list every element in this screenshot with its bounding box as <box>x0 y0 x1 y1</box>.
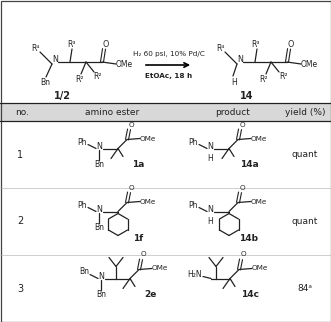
Text: Bn: Bn <box>96 290 106 299</box>
Text: R²: R² <box>75 74 83 83</box>
Text: H: H <box>207 217 213 226</box>
Text: OMe: OMe <box>301 60 317 69</box>
Text: N: N <box>207 205 213 214</box>
Text: 2e: 2e <box>144 290 156 299</box>
Text: 2: 2 <box>17 216 23 226</box>
Text: Ph: Ph <box>188 138 198 147</box>
Text: 1/2: 1/2 <box>54 91 71 101</box>
Text: N: N <box>52 54 58 63</box>
Text: O: O <box>140 251 146 258</box>
Text: R²: R² <box>94 71 102 80</box>
Text: OMe: OMe <box>116 60 132 69</box>
Text: H₂ 60 psi, 10% Pd/C: H₂ 60 psi, 10% Pd/C <box>133 51 205 57</box>
Text: 14b: 14b <box>240 234 259 243</box>
Text: 14a: 14a <box>240 160 259 169</box>
Text: O: O <box>239 185 245 191</box>
Text: Bn: Bn <box>79 267 89 276</box>
Text: O: O <box>128 121 134 128</box>
Text: H₂N: H₂N <box>188 270 202 279</box>
Text: no.: no. <box>15 108 29 117</box>
Text: H: H <box>231 78 237 87</box>
Text: Bn: Bn <box>94 160 104 169</box>
Text: 84ᵃ: 84ᵃ <box>298 284 312 293</box>
Text: 1a: 1a <box>132 160 144 169</box>
Text: Ph: Ph <box>77 201 87 210</box>
Text: R³: R³ <box>67 40 75 49</box>
Text: R³: R³ <box>252 40 260 49</box>
Text: OMe: OMe <box>140 198 156 204</box>
Text: N: N <box>98 272 104 281</box>
Text: quant: quant <box>292 150 318 159</box>
Text: H: H <box>207 154 213 163</box>
Text: N: N <box>237 54 243 63</box>
Bar <box>0 103 331 121</box>
Text: Ph: Ph <box>77 138 87 147</box>
Text: 3: 3 <box>17 283 23 293</box>
Text: N: N <box>96 142 102 151</box>
Text: O: O <box>103 40 109 49</box>
Text: EtOAc, 18 h: EtOAc, 18 h <box>145 73 193 79</box>
Text: 14c: 14c <box>241 290 259 299</box>
Text: OMe: OMe <box>251 198 267 204</box>
Text: Ph: Ph <box>188 201 198 210</box>
Text: O: O <box>240 251 246 258</box>
Text: R²: R² <box>260 74 268 83</box>
Text: N: N <box>207 142 213 151</box>
Text: 1: 1 <box>17 149 23 159</box>
Text: yield (%): yield (%) <box>285 108 325 117</box>
Text: OMe: OMe <box>252 266 268 271</box>
Text: Bn: Bn <box>40 78 50 87</box>
Text: Bn: Bn <box>94 223 104 232</box>
Text: 14: 14 <box>240 91 254 101</box>
Text: OMe: OMe <box>251 136 267 141</box>
Text: amino ester: amino ester <box>85 108 139 117</box>
Text: 1f: 1f <box>133 234 143 243</box>
Bar <box>0 0 331 103</box>
Text: OMe: OMe <box>152 266 168 271</box>
Text: quant: quant <box>292 217 318 226</box>
Text: N: N <box>96 205 102 214</box>
Text: R²: R² <box>279 71 287 80</box>
Text: R⁴: R⁴ <box>31 43 39 52</box>
Text: OMe: OMe <box>140 136 156 141</box>
Text: R⁴: R⁴ <box>216 43 224 52</box>
Text: O: O <box>239 121 245 128</box>
Text: O: O <box>128 185 134 191</box>
Text: product: product <box>215 108 251 117</box>
Text: O: O <box>288 40 294 49</box>
